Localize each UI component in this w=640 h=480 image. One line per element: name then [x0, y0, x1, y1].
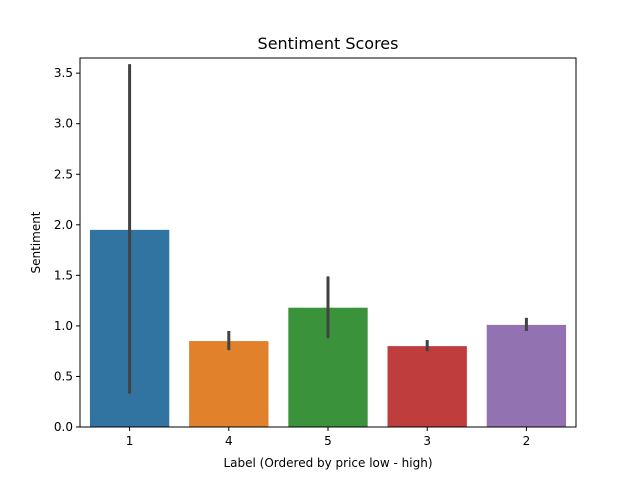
y-tick-label: 3.5	[54, 66, 73, 80]
chart-title: Sentiment Scores	[258, 34, 399, 53]
x-tick-label: 5	[324, 434, 332, 448]
bar-4	[189, 341, 269, 427]
x-tick-label: 4	[225, 434, 233, 448]
bar-3	[387, 346, 467, 427]
bar-2	[486, 324, 567, 427]
y-tick-label: 2.5	[54, 167, 73, 181]
x-tick-label: 2	[523, 434, 531, 448]
bars-group	[89, 229, 567, 427]
x-tick-label: 3	[423, 434, 431, 448]
y-tick-label: 0.0	[54, 420, 73, 434]
error-bars-group	[128, 64, 528, 394]
y-axis: 0.0 0.5 1.0 1.5 2.0 2.5 3.0 3.5	[54, 66, 80, 434]
y-tick-label: 1.0	[54, 319, 73, 333]
x-axis: 1 4 5 3 2	[126, 427, 530, 448]
x-axis-label: Label (Ordered by price low - high)	[223, 456, 432, 470]
x-tick-label: 1	[126, 434, 134, 448]
y-tick-label: 0.5	[54, 369, 73, 383]
y-tick-label: 3.0	[54, 117, 73, 131]
y-tick-label: 1.5	[54, 268, 73, 282]
y-axis-label: Sentiment	[29, 211, 43, 273]
y-tick-label: 2.0	[54, 218, 73, 232]
